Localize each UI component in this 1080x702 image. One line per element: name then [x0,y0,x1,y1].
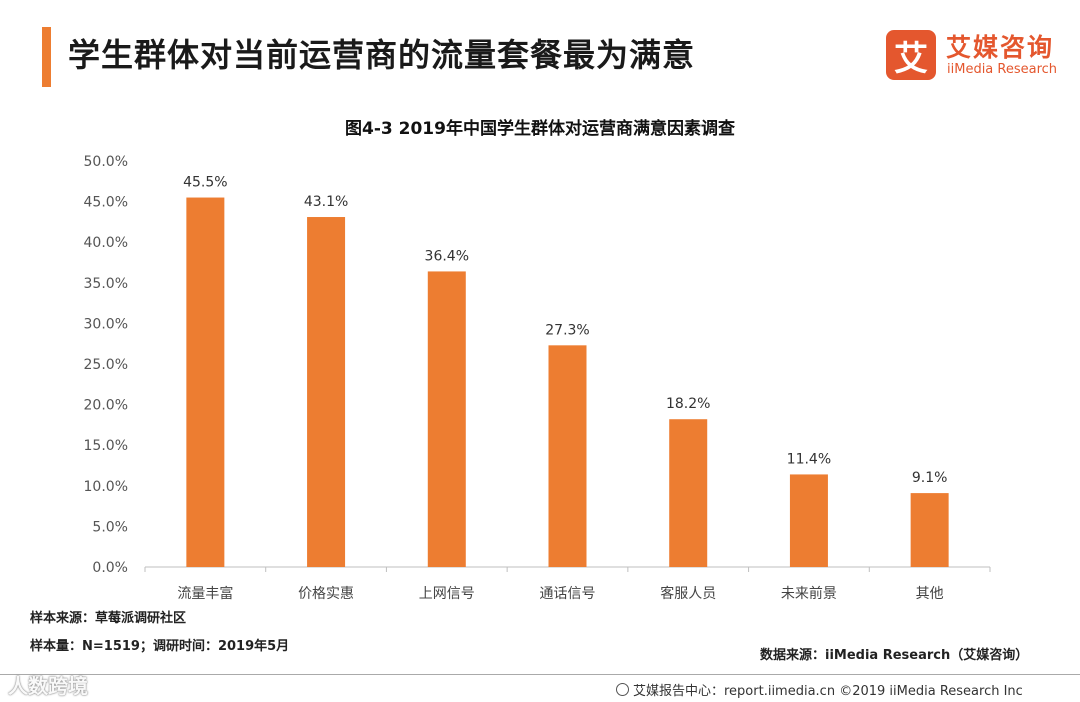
bar [789,474,828,567]
watermark: 人数跨境 [8,674,88,698]
logo-name-cn: 艾媒咨询 [946,33,1055,62]
x-tick-label: 通话信号 [540,586,596,602]
y-tick-label: 0.0% [92,560,128,576]
y-tick-label: 50.0% [84,154,128,170]
bar-value-label: 27.3% [545,322,589,338]
bar-value-label: 11.4% [787,451,831,467]
x-tick-label: 未来前景 [781,585,837,602]
sample-size-note: 样本量：N=1519；调研时间：2019年5月 [30,639,290,654]
y-tick-label: 40.0% [84,235,128,251]
y-tick-label: 5.0% [92,519,128,535]
logo-name-en: iiMedia Research [947,62,1058,77]
y-tick-label: 20.0% [84,398,128,414]
footer: 艾媒报告中心：report.iimedia.cn ©2019 iiMedia R… [616,680,1023,699]
x-tick-label: 流量丰富 [177,585,233,602]
y-tick-label: 25.0% [84,357,128,373]
bar [307,217,346,567]
x-tick-label: 上网信号 [419,586,475,602]
y-tick-label: 45.0% [84,195,128,211]
bar [669,419,708,567]
bar-value-label: 45.5% [183,175,227,191]
footer-text[interactable]: 艾媒报告中心：report.iimedia.cn ©2019 iiMedia R… [633,684,1023,699]
y-tick-label: 15.0% [84,438,128,454]
footer-divider [0,674,1080,675]
logo-mark: 艾 [886,30,936,80]
iimedia-logo[interactable]: 艾 艾媒咨询 iiMedia Research [886,26,1066,86]
bar [910,493,949,567]
bar-value-label: 43.1% [304,194,348,210]
x-tick-label: 价格实惠 [298,586,354,602]
bar-value-label: 9.1% [912,470,948,486]
bar-value-label: 18.2% [666,396,710,412]
x-tick-label: 其他 [916,586,944,602]
y-tick-label: 30.0% [84,316,128,332]
sample-source-note: 样本来源：草莓派调研社区 [30,611,187,626]
bar [427,271,466,567]
x-tick-label: 客服人员 [660,585,716,602]
chart-title: 图4-3 2019年中国学生群体对运营商满意因素调查 [345,119,735,139]
data-source-note: 数据来源：iiMedia Research（艾媒咨询） [760,648,1029,663]
bar-value-label: 36.4% [425,248,469,264]
bar [548,345,587,567]
bar [186,197,225,568]
title-accent-bar [42,27,51,87]
y-tick-label: 35.0% [84,276,128,292]
page-title: 学生群体对当前运营商的流量套餐最为满意 [68,36,696,74]
globe-icon [616,683,629,696]
y-tick-label: 10.0% [84,479,128,495]
